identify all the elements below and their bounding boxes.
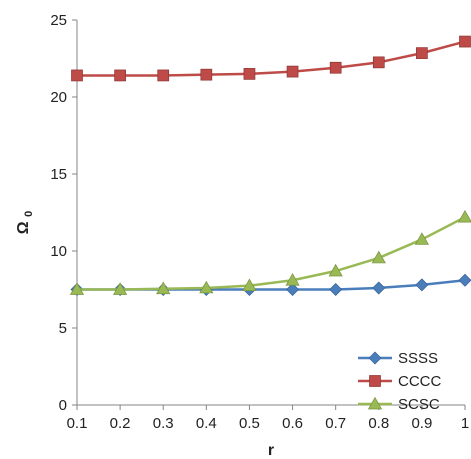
y-axis-label: Ω 0 [15, 211, 35, 234]
legend-item-scsc: SCSC [358, 396, 440, 413]
series-scsc-line [77, 216, 466, 291]
y-tick-label: 25 [50, 12, 67, 29]
legend-marker-ssss [368, 351, 382, 365]
series-cccc-point [200, 68, 213, 81]
series-scsc-point [156, 281, 171, 295]
series-ssss-point [286, 283, 300, 296]
x-tick-label: 0.5 [239, 415, 260, 432]
y-tick-label: 10 [50, 243, 67, 260]
x-tick-label: 0.3 [153, 415, 174, 432]
series-scsc-point [371, 250, 386, 264]
x-tick-label: 0.2 [110, 415, 131, 432]
series-scsc-point [242, 278, 257, 291]
legend-marker-scsc [367, 396, 383, 410]
series-ssss [70, 273, 471, 296]
y-tick-label: 0 [59, 397, 67, 414]
x-tick-label: 0.6 [282, 415, 303, 432]
y-axis-label-subscript: 0 [23, 211, 35, 217]
series-cccc-point [459, 35, 471, 48]
legend-item-cccc: CCCC [358, 373, 441, 390]
series-scsc-point [285, 273, 300, 286]
series-cccc-point [71, 69, 83, 82]
series-cccc-point [243, 68, 256, 80]
legend-item-ssss: SSSS [358, 350, 438, 367]
series-cccc-point [157, 69, 170, 82]
x-axis-label: r [268, 442, 274, 459]
series-scsc-point [199, 280, 214, 294]
series-ssss-point [372, 281, 386, 295]
series-ssss-point [329, 283, 343, 296]
y-axis-label-symbol: Ω [15, 221, 32, 234]
series-ssss-point [415, 278, 429, 292]
legend-marker-cccc [369, 375, 381, 387]
x-tick-label: 0.8 [368, 415, 389, 432]
series-cccc-line [77, 40, 466, 77]
axes: 0 5 10 15 20 25 0.1 0.2 0.3 0.4 0.5 0.6 0.7 0.8 0.9 1 [50, 12, 469, 432]
x-tick-label: 0.1 [67, 415, 88, 432]
series-scsc-point [113, 282, 128, 295]
legend-label-scsc: SCSC [398, 396, 440, 413]
y-tick-label: 20 [50, 89, 67, 106]
series-cccc-point [416, 47, 428, 59]
series-scsc-point [69, 282, 85, 295]
x-tick-label: 0.4 [196, 415, 217, 432]
legend-label-ssss: SSSS [398, 350, 438, 367]
series-scsc-point [457, 209, 471, 223]
series-cccc-point [114, 69, 126, 82]
x-tick-label: 0.9 [411, 415, 432, 432]
x-tick-label: 0.7 [325, 415, 346, 432]
series-cccc-point [329, 61, 342, 74]
series-scsc-point [414, 232, 429, 245]
series-layer [69, 35, 471, 296]
legend: SSSS CCCC SCSC [358, 350, 441, 413]
series-scsc [69, 209, 471, 295]
series-scsc-point [328, 263, 343, 277]
legend-label-cccc: CCCC [398, 373, 441, 390]
y-tick-label: 5 [59, 320, 67, 337]
series-cccc [71, 35, 471, 82]
series-ssss-point [458, 273, 471, 287]
series-cccc-point [372, 56, 385, 69]
y-tick-label: 15 [50, 166, 67, 183]
x-tick-label: 1 [461, 415, 469, 432]
series-cccc-point [286, 65, 299, 78]
